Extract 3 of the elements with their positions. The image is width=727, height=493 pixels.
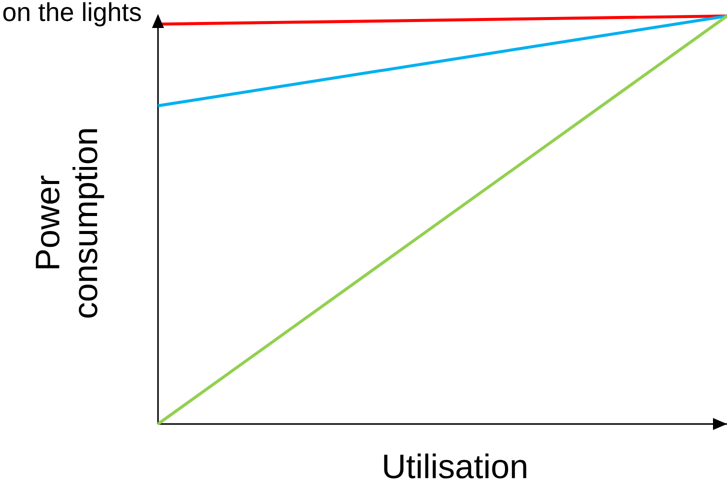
y-axis-title: Power consumption xyxy=(36,129,104,318)
annotation: on the lights xyxy=(3,2,141,26)
x-axis-title: Utilisation xyxy=(384,454,526,478)
